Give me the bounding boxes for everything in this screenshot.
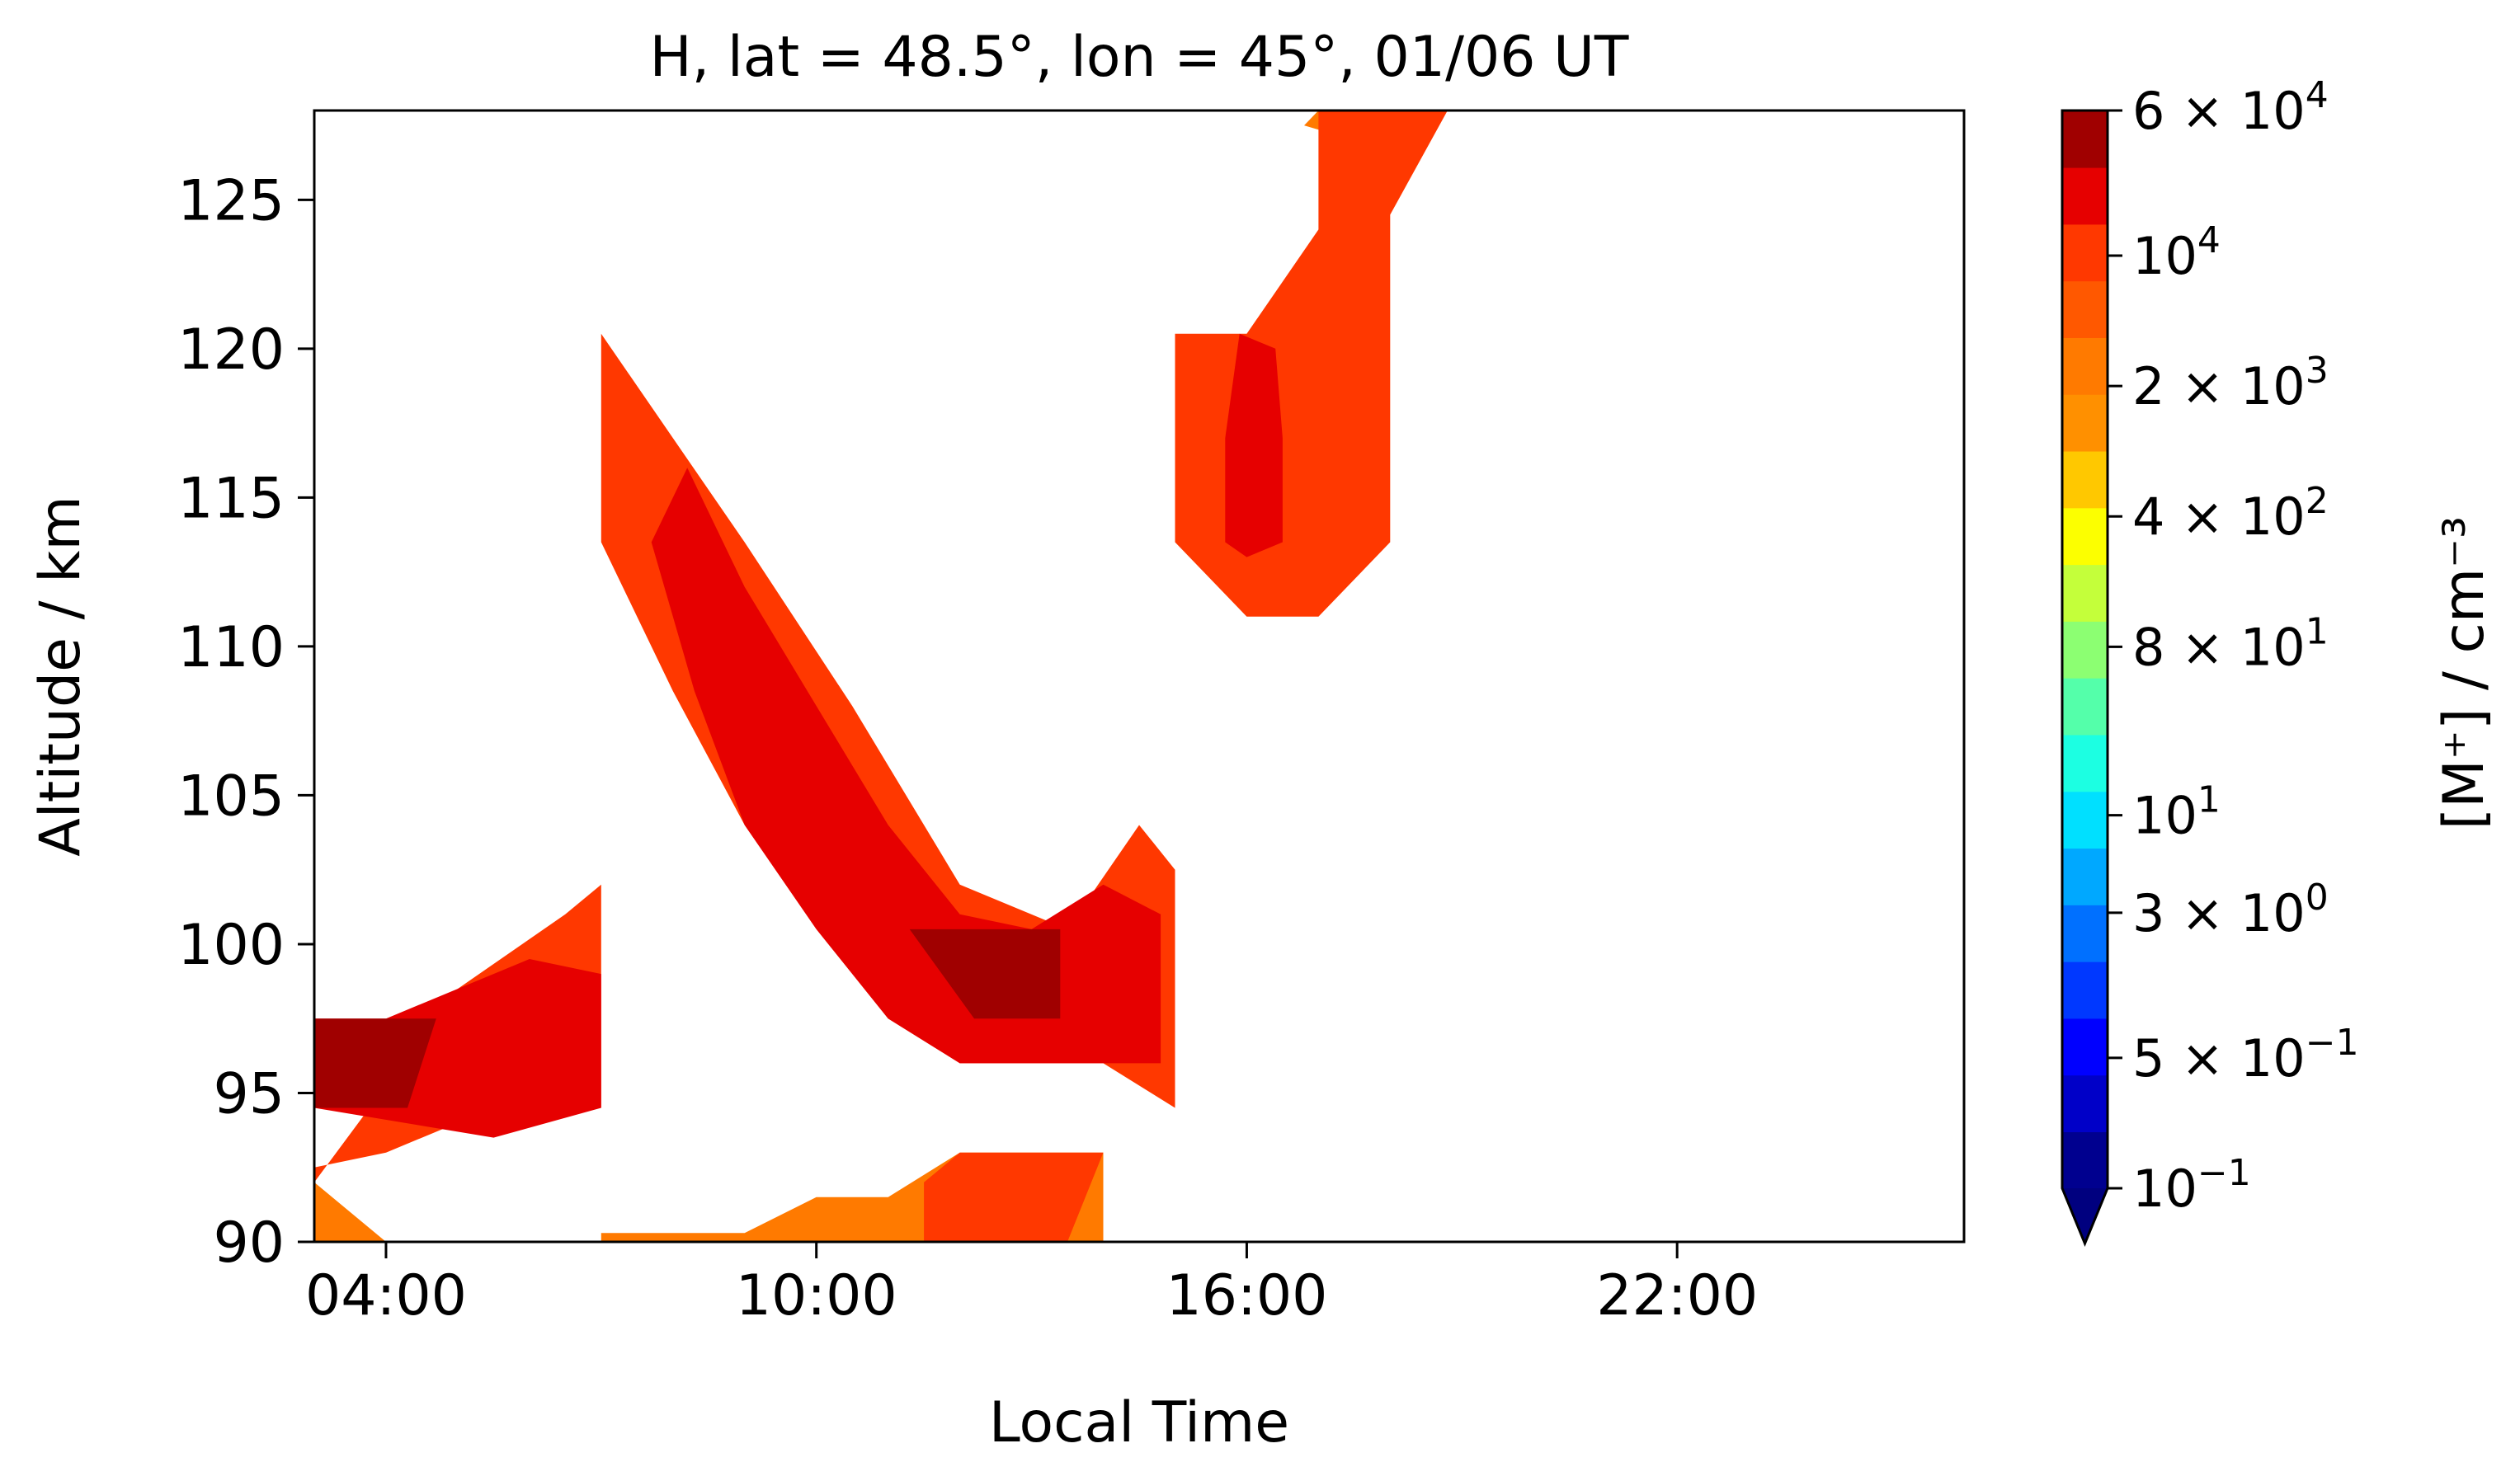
- y-tick-label: 125: [177, 168, 285, 233]
- y-tick-label: 105: [177, 764, 285, 829]
- colorbar: 10−1 5 × 10−1 3 × 100 101 8 × 101 4 × 102 2 × …: [2061, 74, 2359, 1247]
- colorbar-segment: [2062, 167, 2108, 225]
- x-axis: 04:00 10:00 16:00 22:00: [305, 1242, 1758, 1328]
- colorbar-tick-label: 8 × 101: [2132, 610, 2329, 677]
- colorbar-segment: [2062, 564, 2108, 622]
- colorbar-outline: [2061, 109, 2109, 1247]
- colorbar-segment: [2062, 110, 2108, 168]
- chart-title: H, lat = 48.5°, lon = 45°, 01/06 UT: [650, 25, 1629, 90]
- contour-regions: [314, 110, 1448, 1242]
- x-tick-label: 22:00: [1596, 1263, 1758, 1328]
- y-tick-label: 120: [177, 317, 285, 383]
- y-tick-label: 90: [213, 1211, 285, 1276]
- colorbar-tick-label: 5 × 10−1: [2132, 1022, 2359, 1088]
- colorbar-segment: [2062, 791, 2108, 849]
- colorbar-tick-label: 101: [2132, 779, 2221, 846]
- colorbar-segment: [2062, 1131, 2108, 1189]
- x-tick-label: 16:00: [1166, 1263, 1327, 1328]
- colorbar-segment: [2062, 393, 2108, 452]
- colorbar-segment: [2062, 337, 2108, 395]
- plot-frame: [313, 109, 1966, 1244]
- y-axis-label: Altitude / km: [28, 496, 93, 856]
- y-tick-label: 100: [177, 913, 285, 978]
- colorbar-segment: [2062, 280, 2108, 338]
- contour-region-upper-outer: [1175, 110, 1448, 617]
- contour-region-upper-inner: [1225, 333, 1283, 557]
- contour-region-diagonal-inner: [651, 468, 1161, 1064]
- y-tick-label: 95: [213, 1061, 285, 1126]
- colorbar-segment: [2062, 1074, 2108, 1133]
- y-axis: 90 95 100 105 110 115 120 125: [177, 168, 314, 1276]
- colorbar-segment: [2062, 507, 2108, 566]
- colorbar-tick-label: 3 × 100: [2132, 877, 2329, 943]
- y-tick-label: 115: [177, 466, 285, 531]
- colorbar-segment: [2062, 905, 2108, 962]
- colorbar-tick-label: 104: [2132, 219, 2221, 286]
- colorbar-segment: [2062, 848, 2108, 905]
- colorbar-segment: [2062, 450, 2108, 509]
- colorbar-segment: [2062, 677, 2108, 736]
- colorbar-tick-label: 10−1: [2132, 1152, 2251, 1219]
- colorbar-tick-label: 2 × 103: [2132, 350, 2329, 416]
- x-tick-label: 10:00: [736, 1263, 897, 1328]
- contour-region-low-left-core: [314, 1018, 436, 1108]
- contour-region-bottom-left-orange: [314, 1182, 386, 1242]
- y-tick-label: 110: [177, 615, 285, 680]
- colorbar-segment: [2062, 961, 2108, 1019]
- x-tick-label: 04:00: [305, 1263, 467, 1328]
- contour-region-bottom-mid-red: [924, 1152, 1104, 1242]
- colorbar-tick-label: 6 × 104: [2132, 74, 2329, 141]
- x-axis-label: Local Time: [989, 1390, 1289, 1455]
- colorbar-segment: [2062, 1018, 2108, 1076]
- colorbar-label: [M⁺] / cm⁻³: [2432, 516, 2497, 830]
- colorbar-segment: [2062, 734, 2108, 792]
- colorbar-tick-label: 4 × 102: [2132, 480, 2329, 547]
- colorbar-segment: [2062, 223, 2108, 282]
- colorbar-extend-arrow: [2062, 1188, 2108, 1244]
- contour-region-diagonal-core: [909, 929, 1061, 1019]
- colorbar-segment: [2062, 621, 2108, 679]
